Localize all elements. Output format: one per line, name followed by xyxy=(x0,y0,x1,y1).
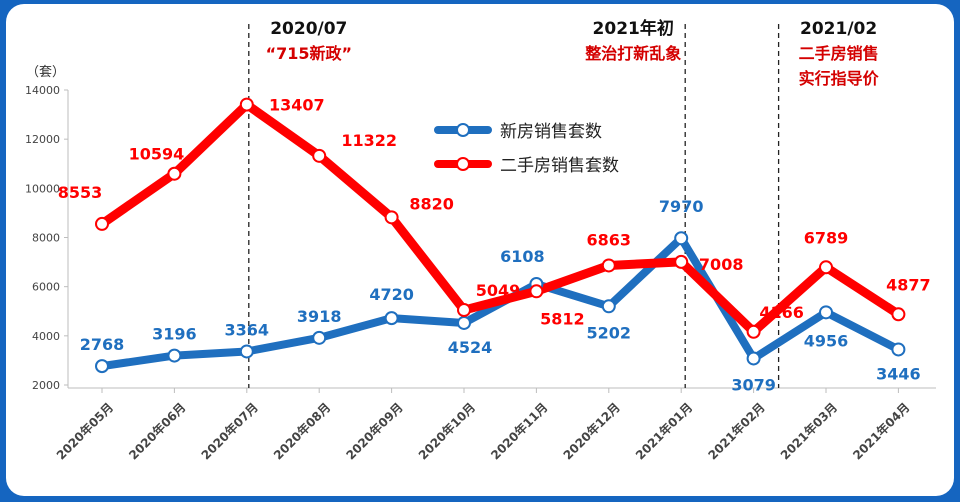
annotation-text: 2021年初 xyxy=(593,18,674,39)
x-tick-label: 2020年05月 xyxy=(53,400,116,463)
data-label: 2768 xyxy=(80,335,125,354)
data-label: 10594 xyxy=(129,145,185,164)
data-label: 5049 xyxy=(476,281,521,300)
x-tick-label: 2021年01月 xyxy=(632,400,695,463)
data-point xyxy=(529,284,544,299)
data-point xyxy=(674,254,689,269)
data-point xyxy=(891,307,906,322)
legend-swatch-marker xyxy=(456,123,470,137)
data-label: 4956 xyxy=(804,331,849,350)
data-label: 4166 xyxy=(759,303,804,322)
y-tick-label: 6000 xyxy=(32,281,60,294)
y-tick-label: 14000 xyxy=(25,84,60,97)
x-tick-label: 2020年08月 xyxy=(270,400,333,463)
data-label: 7970 xyxy=(659,197,704,216)
data-point xyxy=(457,315,471,330)
data-point xyxy=(95,359,109,374)
annotation-text: 整治打新乱象 xyxy=(584,44,681,63)
y-unit-label: （套） xyxy=(26,64,65,80)
data-point xyxy=(674,231,689,246)
data-point xyxy=(746,324,761,339)
data-labels: 2768 3196 3364 3918 4720 4524 6108 5202 7970 3079… xyxy=(58,96,931,395)
legend-label: 新房销售套数 xyxy=(500,122,602,142)
data-label: 3446 xyxy=(876,364,921,383)
data-point xyxy=(891,342,906,357)
annotation-text: 2021/02 xyxy=(800,19,877,39)
x-tick-label: 2020年12月 xyxy=(560,400,623,463)
annotation-text: “715新政” xyxy=(266,44,352,63)
data-label: 6108 xyxy=(500,247,545,266)
data-label: 4720 xyxy=(369,285,414,304)
axes: （套） 2000 4000 6000 8000 10000 12000 14000 2020年0… xyxy=(25,64,936,463)
data-point xyxy=(239,97,254,112)
data-label: 3079 xyxy=(731,375,776,394)
y-tick-label: 8000 xyxy=(32,232,60,245)
data-point xyxy=(312,148,327,163)
y-tick-label: 10000 xyxy=(25,182,60,195)
data-point xyxy=(746,351,761,366)
x-tick-label: 2020年06月 xyxy=(126,400,189,463)
annotation-text: 实行指导价 xyxy=(799,69,880,88)
data-point xyxy=(167,166,182,181)
data-label: 4524 xyxy=(448,338,493,357)
line-chart: （套） 2000 4000 6000 8000 10000 12000 14000 2020年0… xyxy=(25,18,936,463)
data-label: 8820 xyxy=(409,194,454,213)
x-tick-label: 2020年07月 xyxy=(198,400,261,463)
data-label: 8553 xyxy=(58,183,103,202)
data-label: 3364 xyxy=(225,320,270,339)
series-layer xyxy=(95,97,906,374)
x-tick-label: 2020年09月 xyxy=(343,400,406,463)
x-tick-label: 2020年11月 xyxy=(488,400,551,463)
x-tick-label: 2021年04月 xyxy=(850,400,913,463)
annotation-text: 2020/07 xyxy=(270,19,347,39)
y-tick-label: 12000 xyxy=(25,133,60,146)
data-label: 6789 xyxy=(804,228,849,247)
data-label: 3918 xyxy=(297,307,342,326)
data-point xyxy=(384,311,399,326)
y-tick-label: 2000 xyxy=(32,379,60,392)
series-line xyxy=(97,100,903,337)
data-point xyxy=(457,303,471,318)
data-point xyxy=(601,299,616,314)
data-label: 7008 xyxy=(699,255,744,274)
data-point xyxy=(239,344,254,359)
x-tick-label: 2021年03月 xyxy=(777,400,840,463)
data-point xyxy=(819,260,833,275)
x-tick-label: 2020年10月 xyxy=(415,400,478,463)
data-label: 3196 xyxy=(152,325,197,344)
data-label: 4877 xyxy=(886,275,931,294)
data-point xyxy=(601,258,616,273)
annotation-text: 二手房销售 xyxy=(799,44,879,63)
y-tick-label: 4000 xyxy=(32,330,60,343)
legend-label: 二手房销售套数 xyxy=(500,156,619,176)
data-label: 5812 xyxy=(540,309,585,328)
data-point xyxy=(384,210,399,225)
x-tick-label: 2021年02月 xyxy=(705,400,768,463)
data-point xyxy=(819,305,833,320)
data-point xyxy=(167,348,182,363)
chart-frame: （套） 2000 4000 6000 8000 10000 12000 14000 2020年0… xyxy=(6,4,954,496)
data-point xyxy=(95,216,109,231)
data-point xyxy=(312,330,327,345)
legend-swatch-marker xyxy=(456,157,470,171)
data-label: 13407 xyxy=(269,96,325,115)
data-label: 5202 xyxy=(587,323,632,342)
data-label: 6863 xyxy=(587,230,632,249)
data-label: 11322 xyxy=(341,131,397,150)
